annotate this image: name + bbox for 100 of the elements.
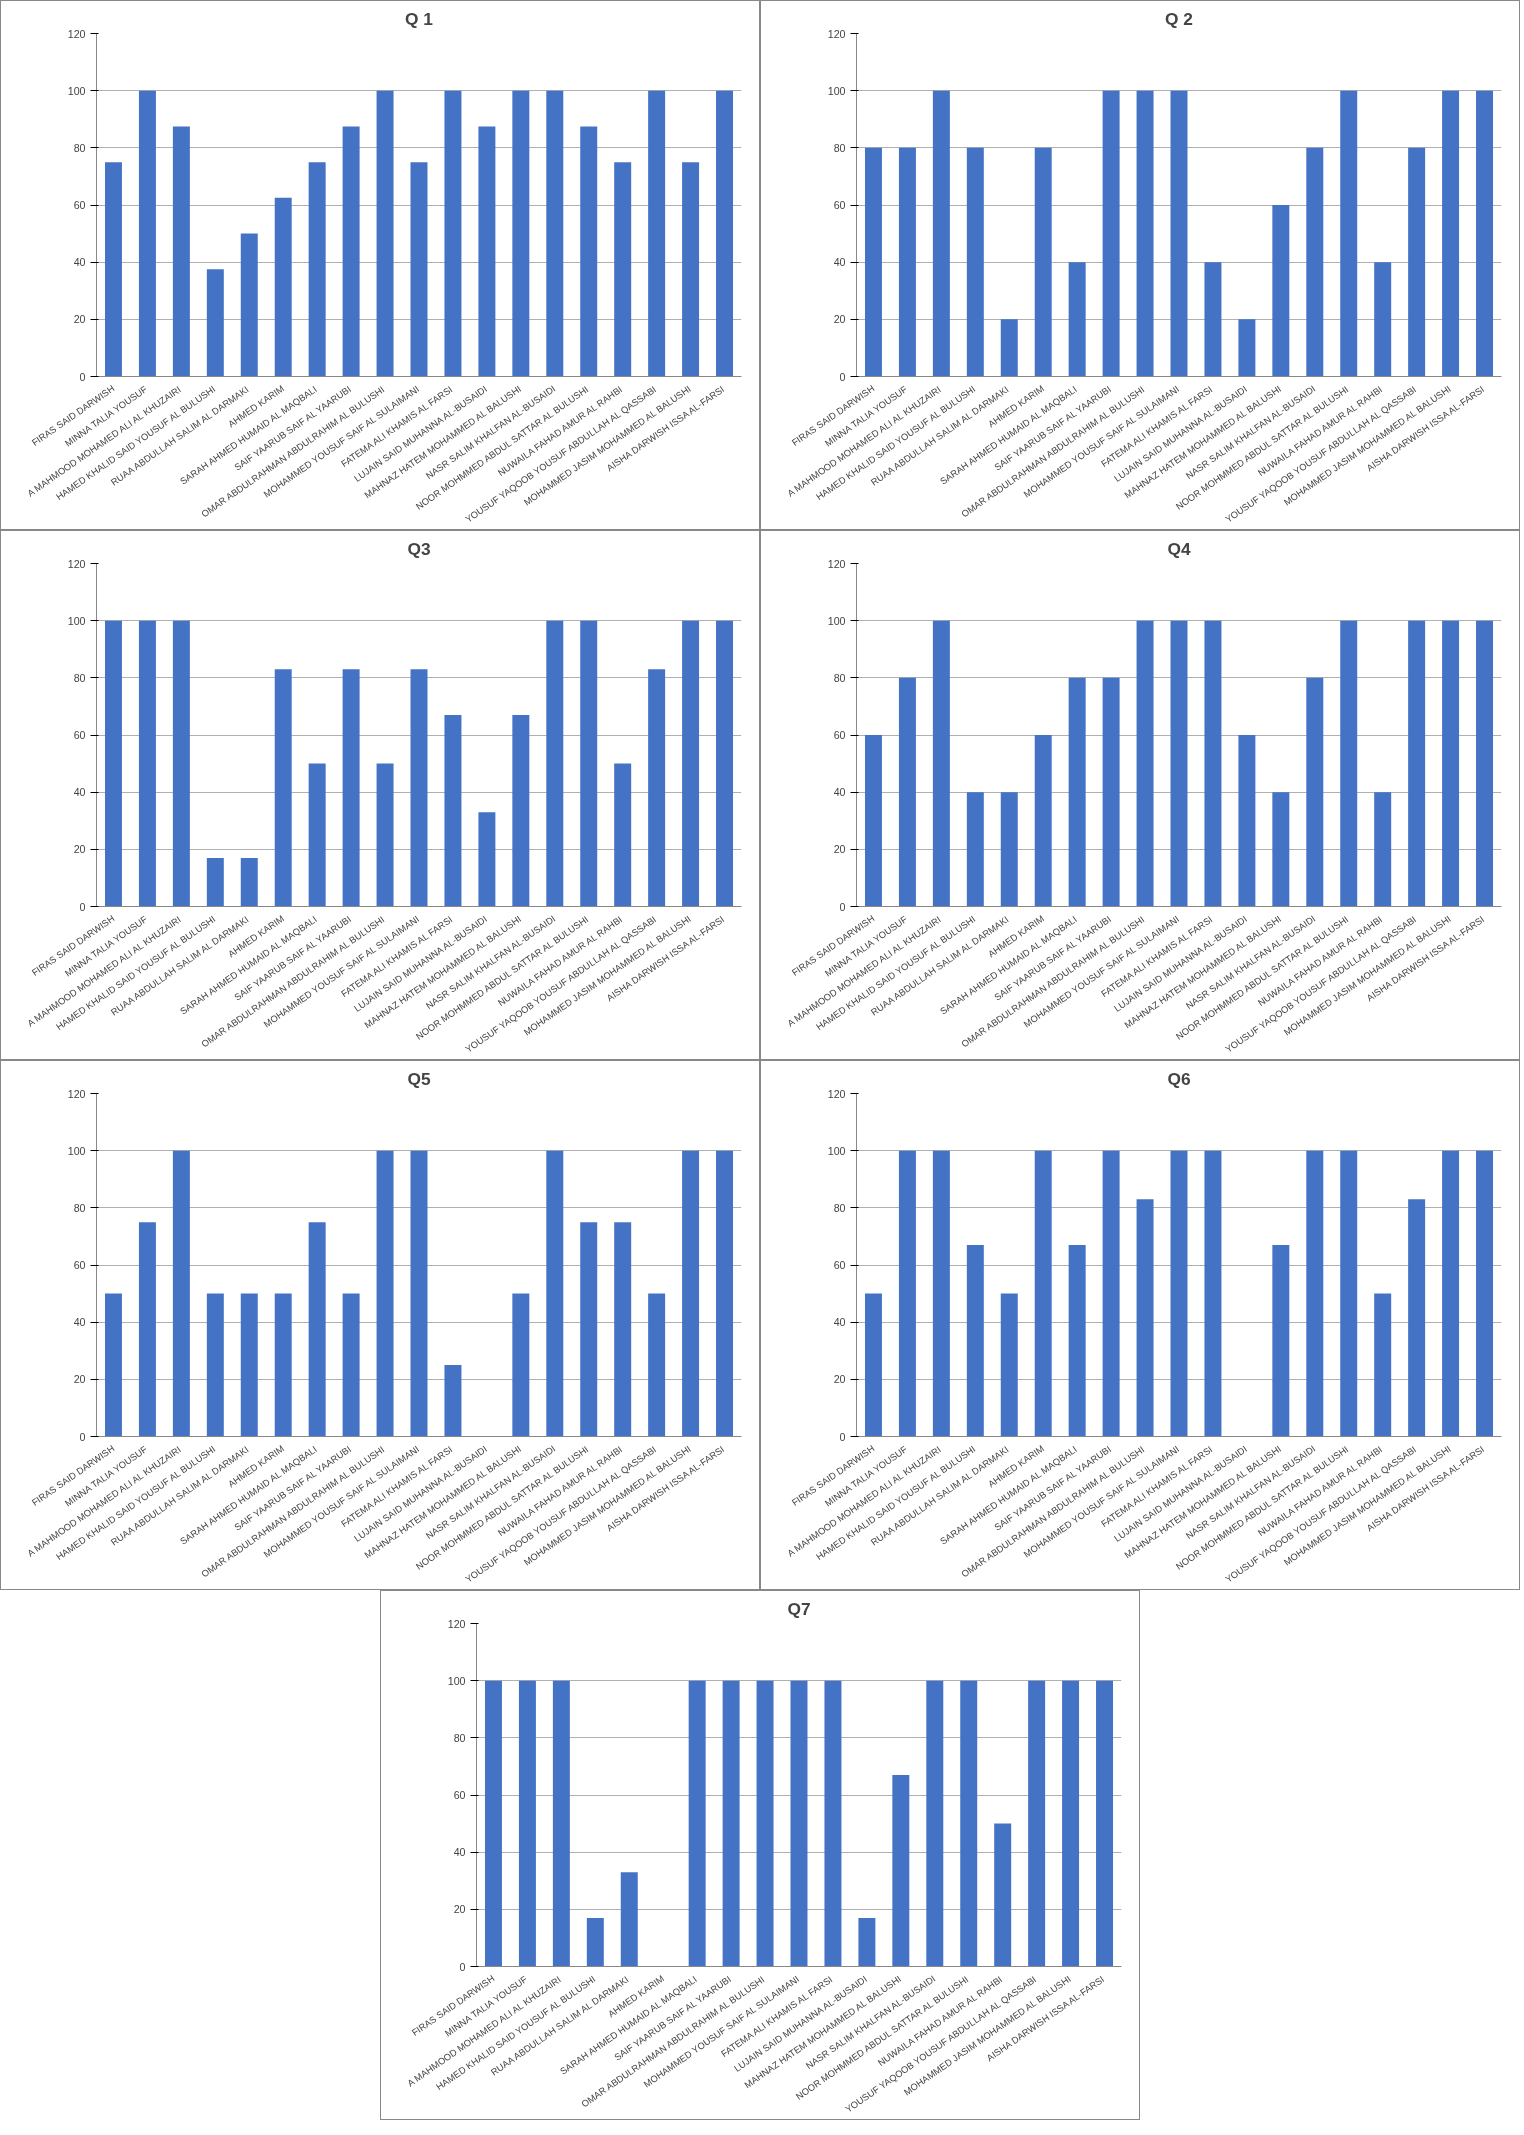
bar [138,90,156,377]
y-tick-label: 120 [827,557,846,570]
y-tick-label: 100 [827,1144,846,1157]
bar [546,620,564,907]
bar [824,1680,842,1967]
bar [1374,262,1392,377]
bar [104,162,122,377]
bar [1170,620,1188,907]
bar [376,90,394,377]
y-tick-label: 60 [833,1259,846,1271]
bar [1340,1150,1358,1437]
bar [932,1150,950,1437]
bar [1306,147,1324,377]
bar [104,620,122,907]
bar [444,714,462,907]
bar [274,669,292,907]
y-tick-label: 60 [453,1789,466,1801]
bar [926,1680,944,1967]
bar [1170,1150,1188,1437]
bar [1476,1150,1494,1437]
bar [1102,677,1120,907]
y-tick-label: 40 [73,786,86,799]
chart-title: Q7 [787,1598,811,1619]
y-tick-label: 60 [73,729,86,741]
bar [682,162,700,377]
y-tick-label: 0 [79,370,86,383]
bar [172,1150,190,1437]
bar [648,1293,666,1437]
bar [1306,677,1324,907]
bar [648,90,666,377]
bar [1272,1244,1290,1437]
y-tick-label: 100 [67,1144,86,1157]
y-tick-label: 20 [453,1903,466,1916]
y-tick-label: 120 [827,27,846,40]
bar [1034,735,1052,907]
y-tick-label: 60 [73,199,86,211]
chart-title: Q4 [1167,538,1191,559]
bar [1102,90,1120,377]
bar [274,197,292,377]
bar [1408,147,1426,377]
bar [864,735,882,907]
bar [376,1150,394,1437]
bar [620,1872,638,1967]
bar [410,1150,428,1437]
bar [1408,620,1426,907]
y-tick-label: 100 [447,1674,466,1687]
bar [1374,1293,1392,1437]
bar [1272,792,1290,907]
y-tick-label: 100 [67,84,86,97]
chart-title: Q5 [407,1068,431,1089]
y-tick-label: 60 [833,199,846,211]
y-tick-label: 100 [67,614,86,627]
bar [580,126,598,377]
bar [1272,205,1290,377]
bar [864,147,882,377]
bar [966,147,984,377]
bar [580,620,598,907]
bar [1170,90,1188,377]
bar [682,620,700,907]
bar [274,1293,292,1437]
chart-title: Q 2 [1165,8,1193,29]
y-tick-label: 80 [73,1201,86,1214]
y-tick-label: 120 [67,27,86,40]
bar [614,1222,632,1437]
bar [580,1222,598,1437]
bar [960,1680,978,1967]
y-tick-label: 0 [839,1430,846,1443]
bar [444,90,462,377]
bar [478,812,496,907]
bar [614,763,632,907]
bar [966,1244,984,1437]
y-tick-label: 100 [827,84,846,97]
bar [864,1293,882,1437]
bar [518,1680,536,1967]
y-tick-label: 60 [73,1259,86,1271]
y-tick-label: 120 [67,1087,86,1100]
bar [444,1365,462,1437]
bar [1238,319,1256,377]
y-tick-label: 20 [73,313,86,326]
y-tick-label: 120 [67,557,86,570]
y-tick-label: 120 [827,1087,846,1100]
bar [172,126,190,377]
y-tick-label: 40 [73,1316,86,1329]
y-tick-label: 40 [833,256,846,269]
bar [206,269,224,377]
bar [308,162,326,377]
bar [1068,677,1086,907]
bar [1028,1680,1046,1967]
y-tick-label: 80 [453,1731,466,1744]
bar [1096,1680,1114,1967]
bar [614,162,632,377]
bar [1204,620,1222,907]
bar [716,90,734,377]
bar [376,763,394,907]
bar [1000,319,1018,377]
y-tick-label: 20 [833,843,846,856]
bar [932,90,950,377]
bar [240,1293,258,1437]
bar [206,1293,224,1437]
y-tick-label: 120 [447,1617,466,1630]
